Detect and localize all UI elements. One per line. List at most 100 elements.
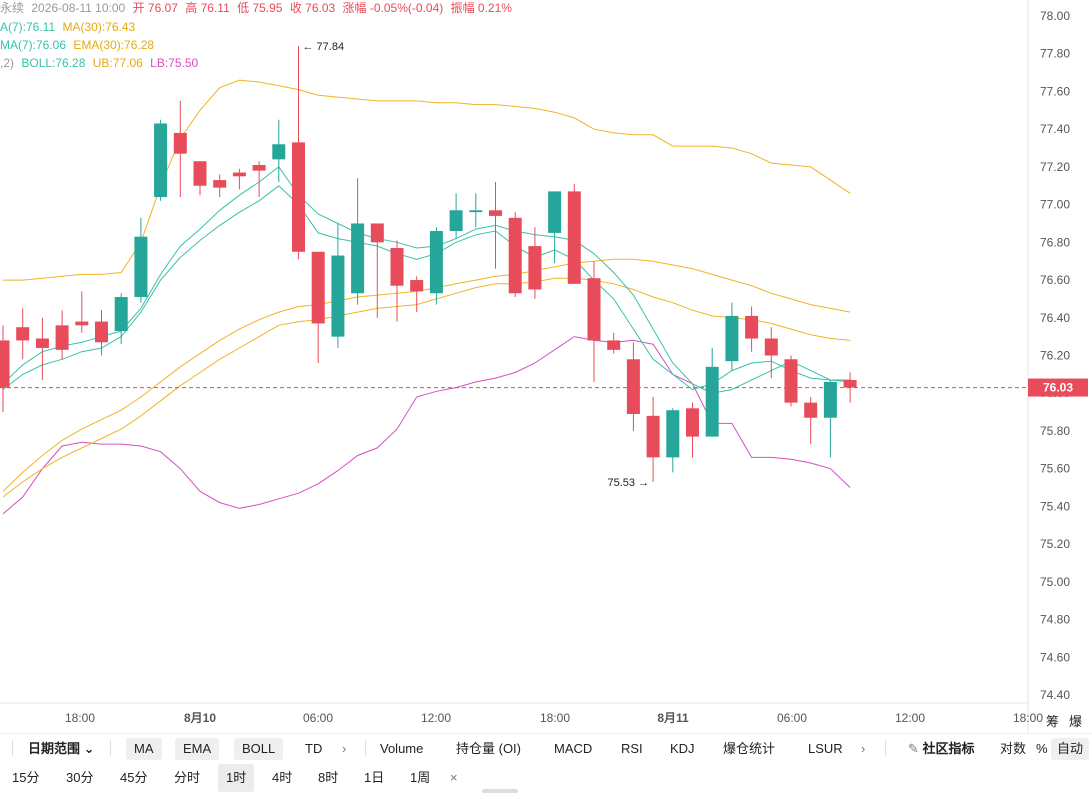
indicator-toolbar: 日期范围 ⌄ MA EMA BOLL TD › Volume 持仓量 (OI) … [0,733,1092,764]
current-price-label: 76.03 [1043,381,1073,395]
candle-body [823,381,837,418]
candle-body [134,236,148,298]
x-tick-label: 18:00 [65,711,95,725]
indicator-lsur[interactable]: LSUR [808,741,843,756]
candle-body [489,210,502,216]
candle-body [55,325,69,350]
candle-body [725,315,739,362]
ema7-line [2,185,851,391]
indicator-ma[interactable]: MA [126,738,162,760]
x-tick-label: 8月11 [657,711,689,725]
candle-body [469,210,483,213]
boll-info: ,2) BOLL:76.28 UB:77.06 LB:75.50 [0,56,199,70]
chevron-right-icon[interactable]: › [342,741,347,756]
chevron-right-icon[interactable]: › [861,741,866,756]
candle-body [607,340,621,350]
current-price-badge [1028,378,1088,397]
indicator-kdj[interactable]: KDJ [670,741,695,756]
y-tick-label: 74.60 [1040,650,1070,664]
candle-body [331,255,345,337]
timeframe-15m[interactable]: 15分 [12,770,40,785]
candle-body [75,321,89,326]
timeframe-4h[interactable]: 4时 [272,770,293,785]
candle-body [705,366,719,437]
ohlc-info: 永续 2026-08-11 10:00 开 76.07 高 76.11 低 75… [0,1,512,15]
candle-body [646,415,660,458]
candle-body [410,280,424,292]
y-tick-label: 77.60 [1040,84,1070,98]
close-icon[interactable]: × [450,770,458,785]
candle-body [528,246,542,290]
candle-body [804,402,818,418]
timeframe-1h[interactable]: 1时 [218,764,255,792]
auto-scale-toggle[interactable]: 自动 [1051,738,1090,760]
candle-body [351,223,365,294]
timeframe-1d[interactable]: 1日 [364,770,385,785]
candle-body [272,144,286,160]
indicator-ema[interactable]: EMA [175,738,220,760]
y-tick-label: 75.80 [1040,424,1070,438]
boll-lower-line [2,336,851,515]
candle-body [686,408,699,437]
y-tick-label: 75.20 [1040,537,1070,551]
candle-body [449,210,463,232]
candle-body [390,247,404,286]
drag-handle[interactable] [482,789,518,793]
liquidation-label[interactable]: 爆 [1069,714,1083,729]
ema-info: MA(7):76.06 EMA(30):76.28 [0,38,155,52]
timeframe-1w[interactable]: 1周 [410,770,431,785]
price-chart[interactable]: 78.00 77.80 77.60 77.40 77.20 77.00 76.80 76.60… [0,0,1092,733]
indicator-oi[interactable]: 持仓量 (OI) [456,741,521,756]
indicator-boll[interactable]: BOLL [234,738,284,760]
chip-distribution-label[interactable]: 筹 [1046,714,1060,729]
candle-body [666,410,680,458]
y-tick-label: 75.60 [1040,462,1070,476]
indicator-rsi[interactable]: RSI [621,741,643,756]
timeframe-45m[interactable]: 45分 [120,770,148,785]
community-indicators-button[interactable]: ✎ 社区指标 [908,741,975,756]
y-tick-label: 74.80 [1040,613,1070,627]
candle-body [429,231,443,294]
log-scale-toggle[interactable]: 对数 [1000,741,1027,756]
low-marker: 75.53 → [608,477,650,489]
y-tick-label: 76.80 [1040,235,1070,249]
x-tick-label: 8月10 [184,711,216,725]
candle-body [370,223,384,243]
date-range-button[interactable]: 日期范围 ⌄ [28,741,95,756]
indicator-td[interactable]: TD [305,741,323,756]
y-tick-label: 78.00 [1040,9,1070,23]
chevron-down-icon: ⌄ [83,741,95,756]
candle-body [193,161,207,186]
candle-body [587,278,601,341]
x-tick-label: 18:00 [540,711,570,725]
x-tick-label: 12:00 [895,711,925,725]
percent-scale-toggle[interactable]: % [1036,741,1048,756]
y-tick-label: 76.60 [1040,273,1070,287]
timeframe-line[interactable]: 分时 [174,770,201,785]
timeframe-30m[interactable]: 30分 [66,770,94,785]
high-marker: ← 77.84 [303,41,345,53]
candle-body [784,359,798,403]
y-tick-label: 76.20 [1040,349,1070,363]
y-tick-label: 77.20 [1040,160,1070,174]
candle-body [0,340,10,388]
candle-body [252,165,266,171]
candle-body [114,297,128,331]
indicator-volume[interactable]: Volume [380,741,424,756]
timeframe-8h[interactable]: 8时 [318,770,339,785]
ma7-line [2,166,851,394]
ema30-line [2,277,851,498]
link-icon: ✎ [908,741,919,756]
candle-body [764,338,778,356]
indicator-liquidation[interactable]: 爆仓统计 [723,741,776,756]
x-tick-label: 12:00 [421,711,451,725]
indicator-macd[interactable]: MACD [554,741,593,756]
x-tick-label: 06:00 [303,711,333,725]
y-tick-label: 77.40 [1040,122,1070,136]
candle-body [292,142,305,252]
candle-body [843,380,857,388]
candle-body [154,123,168,198]
candle-body [745,315,759,339]
y-tick-label: 77.80 [1040,47,1070,61]
candle-body [508,217,522,294]
